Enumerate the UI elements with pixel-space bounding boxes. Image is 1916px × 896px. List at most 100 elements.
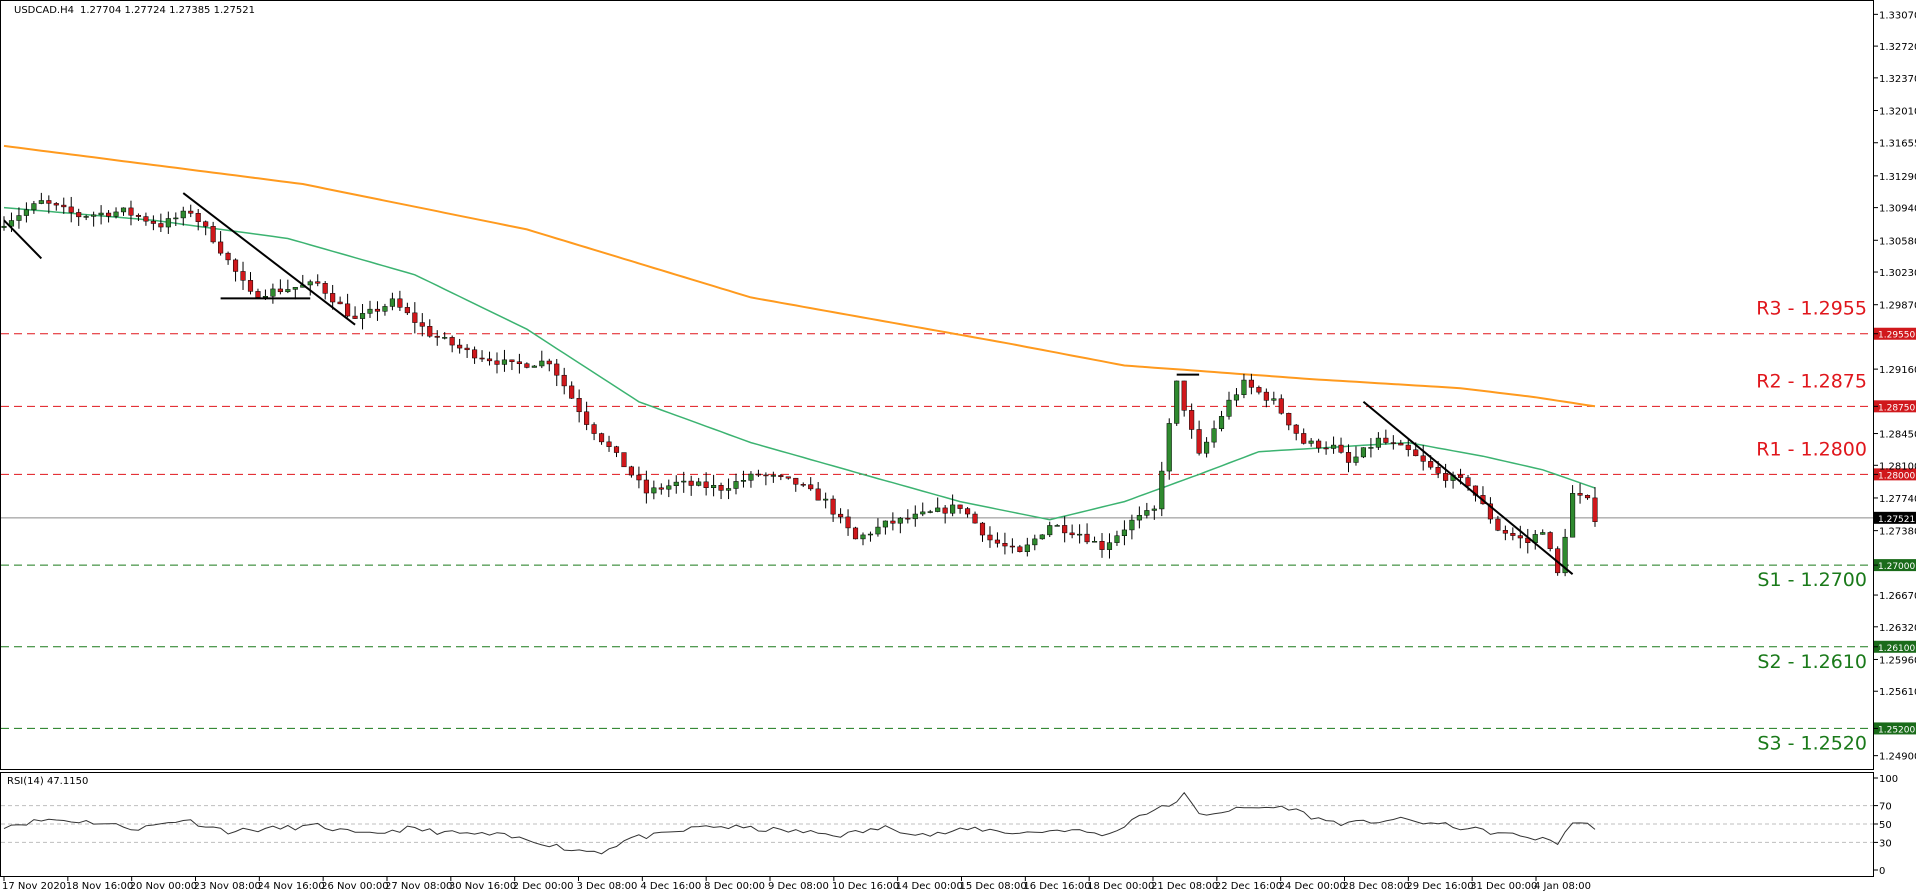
- candle-body-bull: [1144, 510, 1150, 516]
- candle: [76, 208, 82, 226]
- candle-body-bear: [1487, 503, 1493, 520]
- candle: [1345, 444, 1352, 473]
- candle: [718, 482, 724, 500]
- candle-body-bear: [1293, 424, 1299, 434]
- candle-body-bear: [1278, 398, 1284, 414]
- price-tick-label: 1.30230: [1879, 268, 1916, 279]
- candle-body-bear: [1345, 452, 1352, 463]
- level-label-r1: R1 - 1.2800: [1756, 438, 1867, 460]
- candle-body-bear: [330, 293, 336, 303]
- candle-body-bear: [1286, 412, 1292, 426]
- candle-body-bear: [315, 281, 321, 284]
- candle-body-bear: [195, 213, 201, 222]
- candle: [46, 195, 52, 214]
- time-tick-label: 22 Dec 16:00: [1215, 881, 1282, 892]
- candle: [83, 214, 89, 221]
- candle: [1398, 439, 1404, 446]
- candle: [1233, 388, 1240, 407]
- price-tick-label: 1.30940: [1879, 204, 1916, 215]
- candle: [1, 216, 7, 231]
- candle-body-bull: [681, 480, 687, 483]
- candle-body-bear: [778, 475, 784, 477]
- candle-body-bull: [867, 533, 874, 536]
- price-tick-label: 1.24900: [1879, 752, 1916, 763]
- candle-body-bear: [979, 522, 986, 536]
- candle: [270, 283, 276, 304]
- trendlines: [3, 192, 1574, 575]
- level-label-r2: R2 - 1.2875: [1756, 370, 1867, 392]
- time-tick-label: 18 Dec 00:00: [1087, 881, 1154, 892]
- level-tag-r1: [1874, 468, 1916, 481]
- candle: [800, 482, 806, 488]
- candle: [1338, 437, 1344, 454]
- candle-body-bear: [815, 488, 821, 501]
- candle-body-bull: [1121, 529, 1127, 536]
- candle-body-bear: [524, 363, 530, 368]
- candle: [1286, 412, 1292, 431]
- time-tick-label: 9 Dec 08:00: [768, 881, 829, 892]
- candle-body-bull: [733, 481, 739, 489]
- candle: [1502, 525, 1508, 541]
- candle-body-bear: [135, 214, 142, 217]
- candle-body-bear: [1510, 533, 1516, 536]
- candle-body-bear: [232, 259, 239, 272]
- candle-body-bear: [255, 291, 261, 298]
- candle: [1129, 514, 1135, 540]
- candle-body-bear: [972, 513, 978, 524]
- candle: [733, 473, 739, 495]
- candle: [1241, 373, 1247, 399]
- candle: [1495, 515, 1501, 532]
- price-tick-label: 1.31655: [1879, 139, 1916, 150]
- candle-body-bear: [240, 271, 246, 281]
- candle: [292, 287, 298, 300]
- price-tick-label: 1.33070: [1879, 10, 1916, 21]
- candle-body-bull: [367, 308, 373, 314]
- candle: [516, 353, 522, 374]
- candle-body-bear: [561, 374, 567, 387]
- candle-body-bull: [1562, 536, 1568, 574]
- price-tick-label: 1.25610: [1879, 687, 1916, 698]
- candle-body-bull: [531, 365, 537, 368]
- level-label-r3: R3 - 1.2955: [1756, 298, 1867, 320]
- candle: [173, 212, 179, 226]
- rsi-title: RSI(14) 47.1150: [7, 776, 88, 787]
- candle-body-bear: [606, 441, 612, 447]
- candle-body-bear: [718, 485, 724, 491]
- candle: [860, 532, 866, 546]
- candle: [740, 470, 747, 488]
- candle: [479, 350, 485, 363]
- candle-body-bear: [838, 513, 844, 518]
- rsi-tick-label: 70: [1879, 802, 1892, 813]
- candle: [218, 231, 224, 256]
- candle: [643, 470, 649, 504]
- candle: [875, 518, 881, 537]
- candle: [621, 452, 627, 468]
- candle: [322, 281, 328, 300]
- candle: [404, 302, 410, 316]
- candle: [1181, 380, 1187, 417]
- time-tick-label: 23 Nov 08:00: [194, 881, 261, 892]
- candle: [330, 284, 336, 310]
- candle: [554, 358, 560, 387]
- candle-body-bear: [1323, 447, 1329, 450]
- candle-body-bull: [740, 480, 747, 482]
- candle: [598, 432, 605, 445]
- candle: [1360, 447, 1367, 459]
- candle: [135, 213, 142, 221]
- candle: [972, 511, 978, 524]
- candle-body-bull: [897, 517, 903, 524]
- rsi-indicator: 100 70 50 30 0: [1, 774, 1898, 877]
- candle-body-bull: [180, 210, 186, 219]
- candle: [867, 531, 874, 542]
- candle: [920, 502, 926, 517]
- candle: [457, 338, 463, 354]
- candle: [53, 202, 59, 211]
- candle: [1218, 410, 1225, 432]
- candles: [1, 192, 1598, 577]
- level-tag-s3: [1874, 722, 1916, 735]
- level-tag-text-s3: 1.25200: [1878, 725, 1915, 735]
- price-tick-label: 1.29160: [1879, 365, 1916, 376]
- candle: [120, 207, 127, 216]
- candle-body-bear: [1465, 477, 1471, 487]
